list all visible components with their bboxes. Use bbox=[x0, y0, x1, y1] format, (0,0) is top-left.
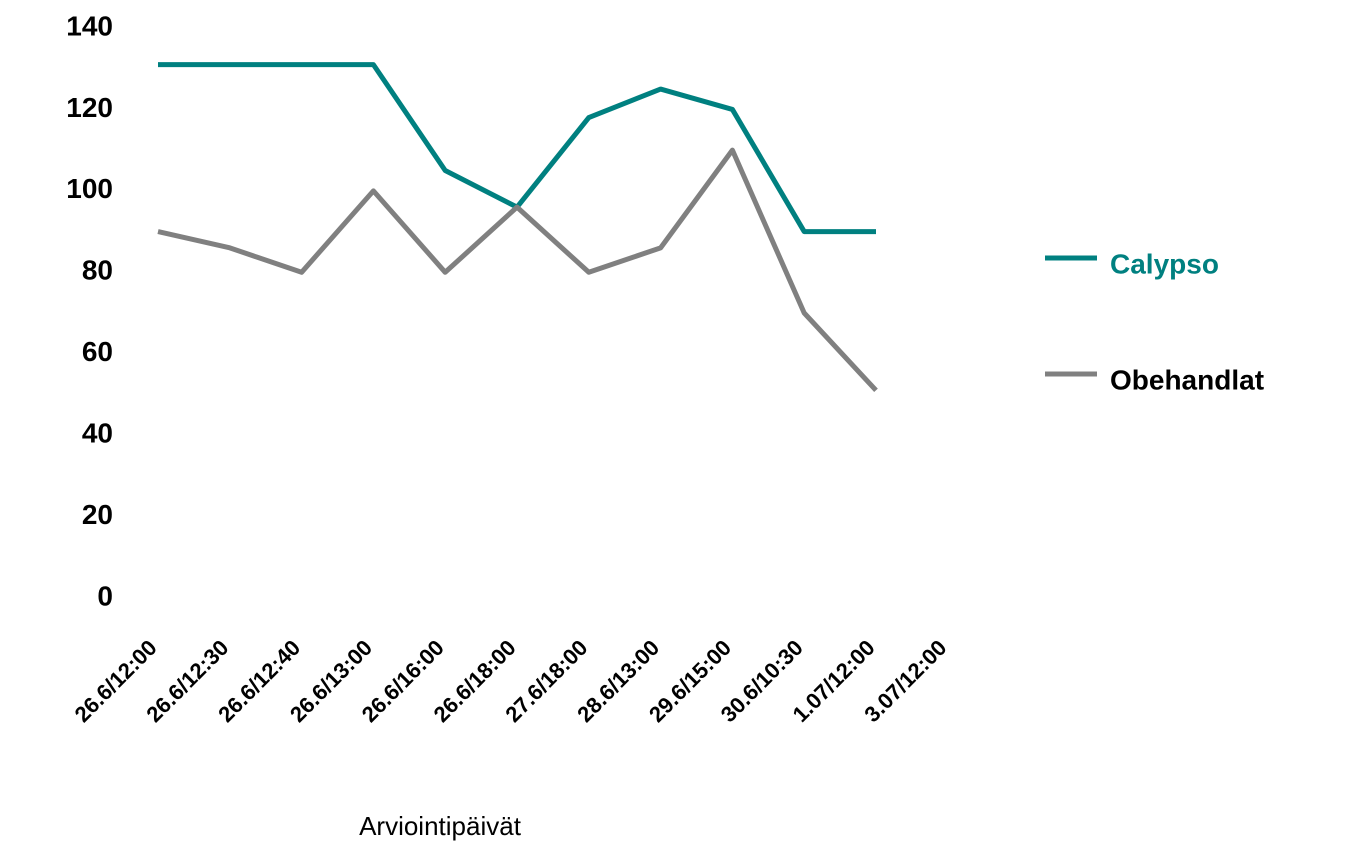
y-tick-label: 20 bbox=[82, 499, 113, 530]
y-tick-label: 140 bbox=[66, 10, 113, 41]
y-tick-label: 120 bbox=[66, 92, 113, 123]
y-tick-label: 100 bbox=[66, 173, 113, 204]
y-tick-label: 0 bbox=[97, 580, 113, 611]
legend-label: Obehandlat bbox=[1110, 364, 1264, 395]
series-line bbox=[157, 147, 878, 393]
y-tick-label: 80 bbox=[82, 255, 113, 286]
y-tick-label: 40 bbox=[82, 418, 113, 449]
legend-label: Calypso bbox=[1110, 248, 1219, 279]
y-tick-label: 60 bbox=[82, 336, 113, 367]
x-axis-label: Arviointipäivät bbox=[359, 811, 522, 841]
